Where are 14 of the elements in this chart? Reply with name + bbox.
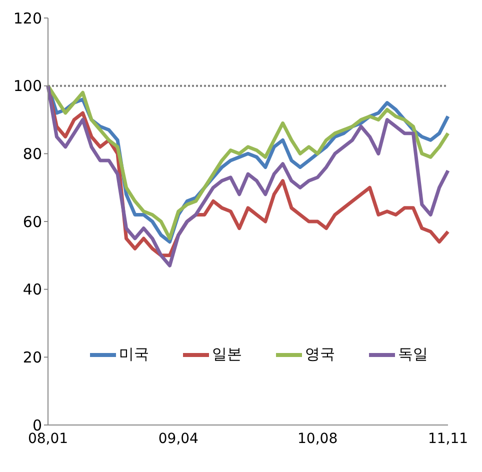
y-tick-label: 120	[13, 9, 42, 28]
y-tick-label: 60	[22, 212, 42, 231]
y-tick-label: 40	[22, 280, 42, 299]
y-tick-label: 80	[22, 144, 42, 163]
y-tick-label: 20	[22, 348, 42, 366]
legend-label: 독일	[398, 345, 428, 364]
x-tick-label: 08,01	[28, 430, 68, 447]
x-tick-label: 09,04	[158, 430, 199, 447]
legend-label: 미국	[119, 345, 149, 364]
legend-label: 영국	[305, 345, 335, 364]
legend-label: 일본	[212, 345, 242, 364]
x-tick-label: 10,08	[298, 430, 338, 447]
y-tick-label: 100	[13, 77, 42, 96]
x-tick-label: 11,11	[428, 430, 468, 447]
